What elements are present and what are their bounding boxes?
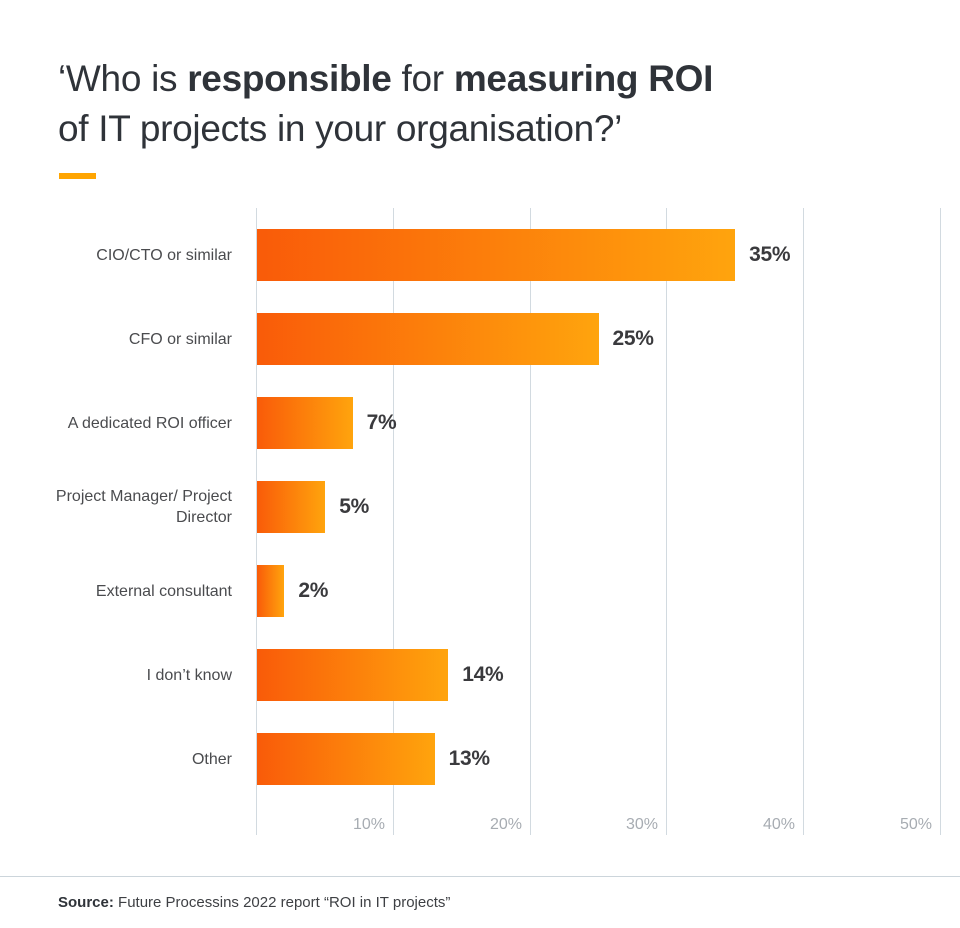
bar-chart: 10% 20% 30% 40% 50% CIO/CTO or similar 3… <box>0 208 960 835</box>
bar-track: 14% <box>257 649 940 701</box>
chart-row: Project Manager/ Project Director 5% <box>0 481 960 533</box>
gridline-30pct <box>666 208 667 835</box>
chart-row: I don’t know 14% <box>0 649 960 701</box>
gridline-50pct <box>940 208 941 835</box>
bar-value-label: 2% <box>298 579 329 602</box>
bar <box>257 229 736 281</box>
bar-value-label: 35% <box>749 243 791 266</box>
chart-title: ‘Who is responsible for measuring ROI of… <box>58 54 858 154</box>
bar-track: 35% <box>257 229 940 281</box>
chart-row: CFO or similar 25% <box>0 313 960 365</box>
bar <box>257 313 599 365</box>
title-part-bold: measuring ROI <box>453 58 714 99</box>
bar <box>257 481 326 533</box>
gridline-40pct <box>803 208 804 835</box>
x-axis-tick-label: 20% <box>489 816 522 833</box>
bar-value-label: 5% <box>339 495 370 518</box>
bar-value-label: 14% <box>462 663 504 686</box>
x-axis-tick-label: 10% <box>352 816 385 833</box>
category-label: Project Manager/ Project Director <box>55 488 232 526</box>
chart-row: A dedicated ROI officer 7% <box>0 397 960 449</box>
category-label: CIO/CTO or similar <box>96 246 232 264</box>
bar <box>257 397 353 449</box>
category-label: External consultant <box>95 582 232 600</box>
category-label: CFO or similar <box>128 330 232 348</box>
source-note: Source: Future Processins 2022 report “R… <box>58 894 450 911</box>
bar-track: 25% <box>257 313 940 365</box>
x-axis-tick-label: 40% <box>762 816 795 833</box>
gridline-0pct <box>256 208 257 835</box>
category-label: Other <box>191 750 232 768</box>
x-axis-tick-label: 30% <box>625 816 658 833</box>
category-label: I don’t know <box>146 666 232 684</box>
footer-divider <box>0 876 960 877</box>
title-part-bold: responsible <box>187 58 392 99</box>
title-line-1: ‘Who is responsible for measuring ROI <box>58 54 858 104</box>
title-part: for <box>391 58 454 99</box>
title-line-2: of IT projects in your organisation?’ <box>58 108 623 149</box>
bar-value-label: 13% <box>448 747 490 770</box>
bar-track: 13% <box>257 733 940 785</box>
chart-row: External consultant 2% <box>0 565 960 617</box>
bar-value-label: 25% <box>612 327 654 350</box>
bar-track: 2% <box>257 565 940 617</box>
source-text: Future Processins 2022 report “ROI in IT… <box>113 894 451 911</box>
gridline-10pct <box>393 208 394 835</box>
accent-dash <box>59 173 96 179</box>
x-axis-tick-label: 50% <box>899 816 932 833</box>
category-label: A dedicated ROI officer <box>67 414 232 432</box>
bar <box>257 649 449 701</box>
bar-track: 7% <box>257 397 940 449</box>
bar <box>257 565 285 617</box>
title-part: ‘Who is <box>58 58 188 99</box>
bar-track: 5% <box>257 481 940 533</box>
chart-row: CIO/CTO or similar 35% <box>0 229 960 281</box>
bar-value-label: 7% <box>366 411 397 434</box>
gridline-20pct <box>530 208 531 835</box>
source-label: Source: <box>58 894 114 911</box>
chart-row: Other 13% <box>0 733 960 785</box>
bar <box>257 733 435 785</box>
